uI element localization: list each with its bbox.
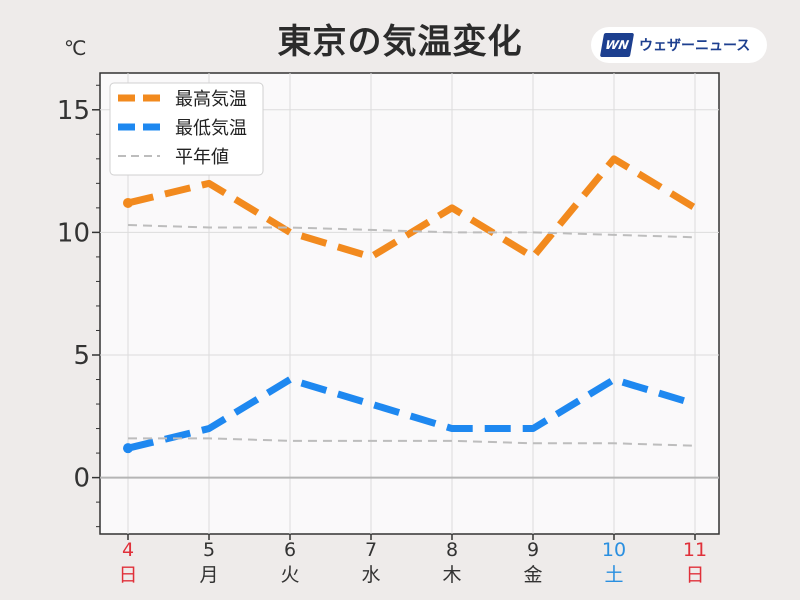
x-tick-label-day: 4 [122,539,134,561]
legend-box [109,82,264,176]
series-start-point-max [123,197,133,208]
y-axis-unit: ℃ [64,36,87,60]
x-tick-label-day: 7 [365,539,377,561]
x-tick-label-weekday: 土 [604,564,623,586]
brand-name: ウェザーニュース [639,38,751,54]
x-tick-label-day: 6 [284,539,296,561]
series-start-point-min [123,443,133,454]
x-tick-label-weekday: 日 [685,564,704,586]
series-line-min [127,376,697,452]
series-line-max [127,155,697,261]
x-tick-label-weekday: 水 [361,564,380,586]
legend-label-normal: 平年値 [175,147,229,168]
x-tick-label-day: 8 [446,539,458,561]
weathernews-badge: WN ウェザーニュース [591,27,767,63]
x-tick-label-weekday: 木 [442,564,461,586]
legend-label-max: 最高気温 [175,89,247,110]
series-line-normal [127,224,696,239]
chart-title: 東京の気温変化 [277,22,523,62]
series-line-normal [128,437,696,447]
x-tick-label-day: 10 [602,539,626,561]
y-tick-label: 5 [73,341,90,371]
x-tick-label-weekday: 月 [199,564,218,586]
y-tick-label: 10 [57,218,90,248]
x-tick-label-day: 11 [683,539,707,561]
y-tick-label: 15 [57,96,90,126]
x-tick-label-weekday: 日 [118,564,137,586]
x-tick-label-day: 5 [203,539,215,561]
x-tick-label-day: 9 [527,539,539,561]
y-tick-label: 0 [73,464,90,494]
x-tick-label-weekday: 火 [280,564,299,586]
x-tick-label-weekday: 金 [523,564,542,586]
legend-label-min: 最低気温 [175,118,247,139]
